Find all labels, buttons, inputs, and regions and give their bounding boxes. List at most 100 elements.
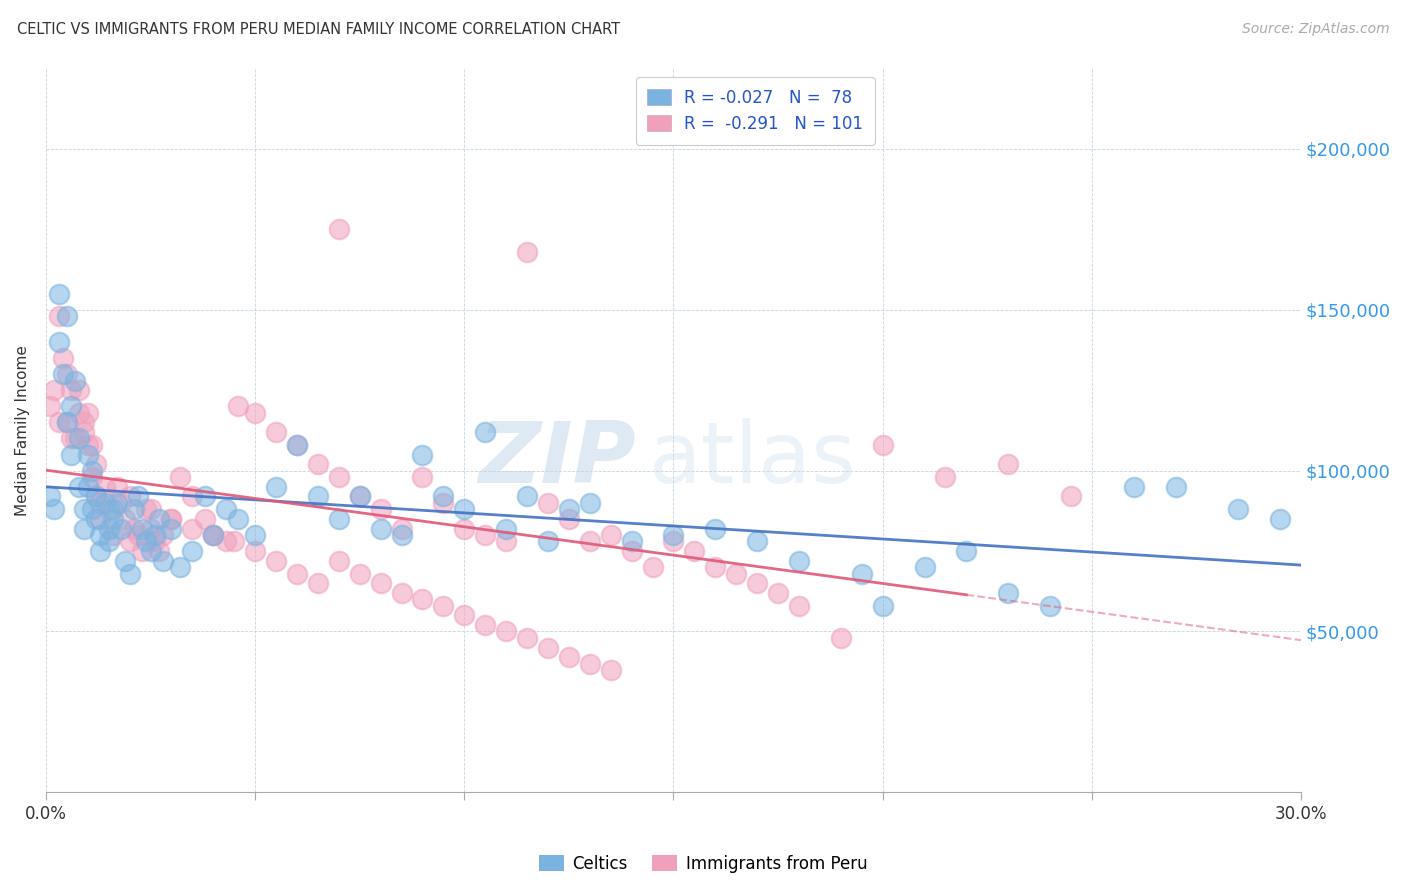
Point [228, 399, 250, 413]
Point [558, 502, 581, 516]
Point [76, 480, 98, 494]
Point [370, 522, 392, 536]
Point [328, 554, 350, 568]
Point [747, 534, 769, 549]
Point [662, 534, 685, 549]
Point [118, 566, 141, 581]
Point [1039, 599, 1062, 613]
Point [69, 432, 91, 446]
Point [537, 534, 560, 549]
Point [453, 608, 475, 623]
Point [747, 576, 769, 591]
Point [80, 502, 103, 516]
Point [56, 415, 79, 429]
Point [72, 522, 94, 536]
Text: ZIP: ZIP [478, 417, 636, 500]
Point [169, 470, 191, 484]
Point [181, 522, 204, 536]
Point [599, 528, 621, 542]
Point [285, 566, 308, 581]
Point [114, 554, 136, 568]
Point [97, 522, 120, 536]
Point [228, 512, 250, 526]
Point [194, 512, 217, 526]
Point [202, 528, 225, 542]
Point [93, 496, 115, 510]
Point [60, 399, 83, 413]
Point [152, 554, 174, 568]
Point [934, 470, 956, 484]
Point [264, 480, 287, 494]
Point [620, 534, 643, 549]
Point [704, 522, 727, 536]
Point [56, 367, 79, 381]
Point [432, 599, 454, 613]
Point [683, 544, 706, 558]
Point [264, 425, 287, 439]
Point [80, 470, 103, 484]
Point [914, 560, 936, 574]
Point [495, 522, 517, 536]
Point [851, 566, 873, 581]
Point [411, 592, 433, 607]
Point [122, 502, 145, 516]
Point [349, 566, 371, 581]
Point [110, 522, 132, 536]
Point [101, 528, 124, 542]
Point [110, 496, 132, 510]
Point [391, 522, 413, 536]
Point [537, 640, 560, 655]
Point [127, 489, 149, 503]
Point [56, 309, 79, 323]
Point [872, 599, 894, 613]
Point [243, 544, 266, 558]
Point [997, 586, 1019, 600]
Y-axis label: Median Family Income: Median Family Income [15, 345, 30, 516]
Point [725, 566, 748, 581]
Point [160, 522, 183, 536]
Point [1060, 489, 1083, 503]
Point [118, 534, 141, 549]
Point [69, 383, 91, 397]
Point [60, 383, 83, 397]
Point [202, 528, 225, 542]
Point [69, 480, 91, 494]
Point [80, 464, 103, 478]
Point [349, 489, 371, 503]
Point [1164, 480, 1187, 494]
Point [787, 599, 810, 613]
Point [65, 374, 87, 388]
Point [370, 576, 392, 591]
Point [243, 406, 266, 420]
Point [48, 415, 70, 429]
Point [118, 489, 141, 503]
Point [285, 438, 308, 452]
Point [60, 432, 83, 446]
Point [411, 448, 433, 462]
Point [148, 512, 170, 526]
Point [307, 457, 329, 471]
Point [1268, 512, 1291, 526]
Point [89, 544, 111, 558]
Point [307, 576, 329, 591]
Point [349, 489, 371, 503]
Point [474, 618, 496, 632]
Point [97, 534, 120, 549]
Point [160, 512, 183, 526]
Point [76, 406, 98, 420]
Point [39, 489, 62, 503]
Point [52, 351, 75, 365]
Point [114, 512, 136, 526]
Point [641, 560, 664, 574]
Point [65, 432, 87, 446]
Point [139, 544, 162, 558]
Legend: R = -0.027   N =  78, R =  -0.291   N = 101: R = -0.027 N = 78, R = -0.291 N = 101 [636, 77, 875, 145]
Point [662, 528, 685, 542]
Point [432, 496, 454, 510]
Point [1227, 502, 1250, 516]
Point [139, 522, 162, 536]
Point [955, 544, 977, 558]
Legend: Celtics, Immigrants from Peru: Celtics, Immigrants from Peru [531, 848, 875, 880]
Point [160, 512, 183, 526]
Point [328, 222, 350, 236]
